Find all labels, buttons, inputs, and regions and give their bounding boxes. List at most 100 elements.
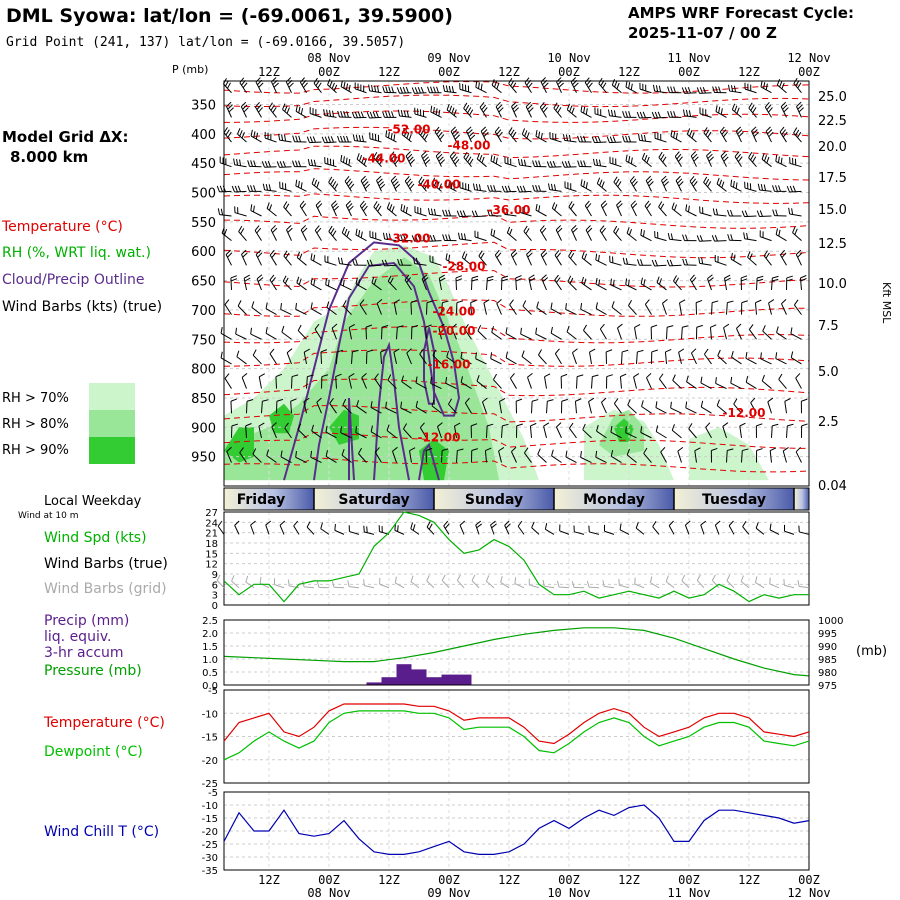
upper-wind-barb-feather (663, 181, 669, 187)
upper-wind-barb (328, 181, 337, 192)
top-hour-labels: 12Z 00Z 12Z 00Z 12Z 00Z 12Z 00Z 12Z 00Z (258, 65, 820, 79)
upper-wind-barb-feather (316, 181, 320, 188)
upper-wind-barb-feather (646, 156, 650, 164)
upper-wind-barb-feather (722, 153, 728, 160)
upper-wind-barb-feather (753, 131, 759, 137)
upper-wind-barb (723, 327, 727, 340)
top-hour-label: 12Z (738, 65, 760, 79)
upper-wind-barb (348, 327, 352, 340)
upper-wind-barb (396, 327, 398, 340)
upper-wind-barb-feather (487, 185, 490, 192)
upper-wind-barb-feather (523, 159, 527, 166)
upper-wind-barb-feather (756, 275, 764, 279)
upper-wind-barb-feather (363, 181, 369, 187)
upper-wind-barb-feather (475, 183, 479, 191)
upper-wind-barb (504, 162, 517, 168)
upper-wind-barb (523, 231, 532, 241)
surface-wind-barb-feather (250, 520, 256, 526)
upper-wind-barb-feather (422, 181, 427, 188)
upper-wind-barb-feather (524, 77, 530, 83)
upper-wind-barb-feather (470, 423, 478, 427)
upper-wind-barb-feather (430, 86, 433, 93)
upper-wind-barb-feather (772, 209, 775, 216)
upper-wind-barb-feather (466, 126, 472, 132)
upper-wind-barb-feather (366, 111, 370, 119)
upper-wind-barb (370, 431, 382, 439)
upper-wind-barb (600, 205, 607, 217)
upper-wind-barb-feather (342, 279, 345, 287)
surface-wind-barb (668, 525, 675, 535)
upper-wind-barb-feather (470, 299, 477, 304)
upper-wind-barb (745, 357, 757, 365)
upper-wind-barb (261, 401, 263, 414)
upper-wind-barb-feather (722, 422, 729, 427)
upper-wind-barb-feather (702, 86, 706, 94)
grid-wind-barb-feather (347, 580, 350, 587)
upper-wind-barb-feather (307, 158, 311, 166)
upper-wind-barb-feather (541, 274, 547, 280)
grid-wind-barb (500, 581, 510, 589)
upper-wind-barb-feather (613, 176, 618, 183)
upper-wind-barb (554, 279, 562, 291)
upper-wind-barb-feather (509, 228, 513, 236)
upper-wind-barb-feather (498, 107, 504, 113)
upper-wind-barb-feather (777, 156, 780, 163)
top-hour-label: 12Z (498, 65, 520, 79)
upper-wind-barb-feather (243, 107, 249, 113)
top-hour-label: 12Z (618, 65, 640, 79)
upper-wind-barb (776, 84, 787, 94)
upper-wind-barb-feather (317, 203, 323, 209)
upper-wind-barb (425, 327, 427, 340)
upper-wind-barb-feather (615, 228, 620, 235)
upper-wind-barb-feather (513, 107, 519, 113)
upper-wind-barb-feather (583, 278, 587, 285)
upper-wind-barb-feather (331, 323, 338, 329)
upper-wind-barb (549, 166, 562, 168)
upper-wind-barb-feather (295, 160, 298, 167)
upper-wind-barb-feather (611, 301, 615, 308)
upper-wind-barb-feather (730, 234, 733, 241)
upper-wind-barb (280, 308, 292, 316)
precip-liq-legend: liq. equiv. (44, 629, 111, 645)
upper-wind-barb (744, 238, 757, 242)
temperature-contour (223, 94, 810, 108)
grid-wind-barb-feather (363, 579, 365, 586)
upper-wind-barb-feather (327, 136, 331, 143)
pressure-tick-label: 800 (191, 363, 216, 378)
upper-wind-barb-feather (538, 349, 543, 356)
surface-wind-barb (320, 528, 330, 535)
upper-wind-barb-feather (403, 130, 408, 137)
upper-wind-barb (609, 261, 622, 266)
cloud-outline-path (348, 397, 355, 481)
upper-wind-barb-feather (723, 156, 729, 162)
upper-wind-barb-feather (220, 327, 223, 334)
upper-wind-barb-feather (343, 111, 346, 118)
upper-wind-barb-feather (525, 101, 532, 107)
upper-wind-barb-feather (689, 274, 695, 280)
upper-wind-barb (329, 403, 337, 414)
upper-wind-barb-feather (727, 209, 730, 217)
upper-wind-barb (690, 352, 697, 365)
upper-wind-barb-feather (472, 183, 476, 190)
upper-wind-barb-feather (231, 423, 239, 427)
surface-wind-barb (293, 525, 300, 535)
pressure-tick-label: 600 (191, 245, 216, 260)
upper-wind-barb-feather (755, 299, 762, 304)
upper-wind-barb (594, 141, 607, 144)
upper-wind-barb-feather (275, 373, 283, 378)
upper-wind-barb (595, 283, 607, 291)
upper-wind-barb (499, 401, 502, 414)
surface-wind-barb-feather (685, 520, 691, 526)
upper-wind-barb-feather (798, 107, 804, 113)
upper-wind-barb-feather (469, 134, 476, 140)
upper-wind-barb-feather (346, 135, 349, 143)
upper-wind-barb (688, 428, 697, 439)
upper-wind-barb-feather (463, 151, 468, 158)
upper-wind-barb (789, 213, 802, 217)
upper-wind-barb (376, 303, 382, 315)
upper-wind-barb-feather (314, 323, 320, 330)
upper-wind-barb (243, 278, 247, 291)
grid-wind-barb-feather (649, 576, 653, 583)
upper-wind-barb-feather (606, 136, 610, 143)
upper-wind-barb-feather (393, 134, 396, 141)
